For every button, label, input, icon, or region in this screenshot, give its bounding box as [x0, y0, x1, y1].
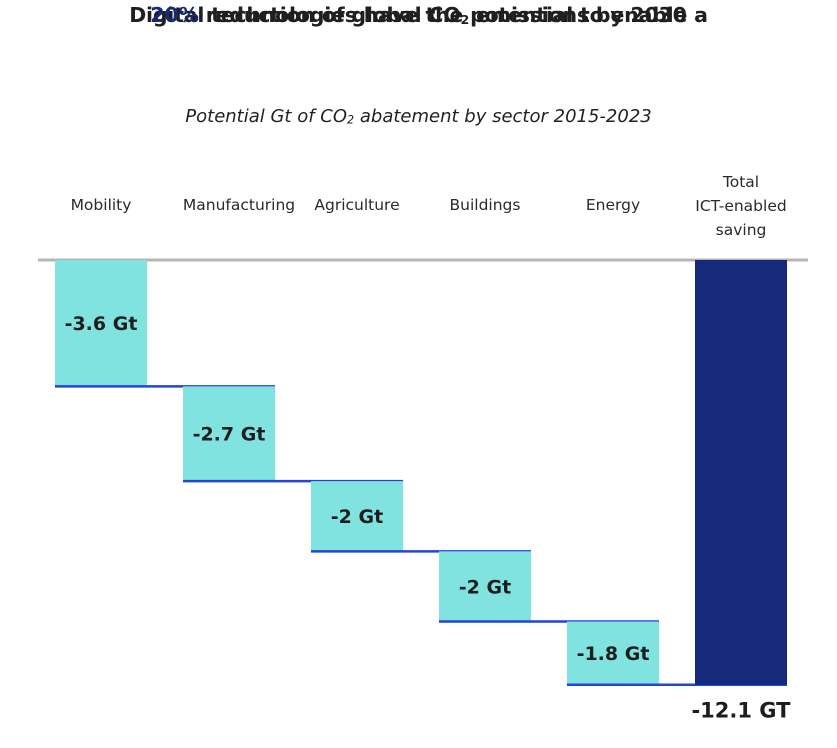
- title-text-post: emissions by 2030: [469, 3, 687, 27]
- chart-title-line-2: 20% reduction of global CO2 emissions by…: [0, 0, 837, 30]
- subtitle-post: abatement by sector 2015-2023: [354, 106, 652, 127]
- category-label: Energy: [586, 196, 640, 214]
- step-bar: [439, 551, 531, 622]
- step-bar: [55, 260, 147, 387]
- subtitle-pre: Potential Gt of CO: [185, 106, 348, 127]
- category-label: Manufacturing: [183, 196, 295, 214]
- total-value-label: -12.1 GT: [691, 699, 791, 723]
- value-label: -2.7 Gt: [193, 424, 266, 446]
- step-bar: [311, 481, 403, 552]
- chart-title-line-1: Digital technologies have the potential …: [129, 3, 708, 27]
- total-category-label: ICT-enabled: [695, 197, 786, 215]
- total-bar: [695, 260, 787, 685]
- value-label: -2 Gt: [331, 506, 383, 528]
- value-label: -2 Gt: [459, 576, 511, 598]
- title-subscript: 2: [460, 11, 470, 27]
- step-bar: [567, 621, 659, 685]
- category-label: Buildings: [450, 196, 521, 214]
- step-bar: [183, 386, 275, 482]
- value-label: -1.8 Gt: [577, 643, 650, 665]
- value-label: -3.6 Gt: [65, 313, 138, 335]
- category-label: Mobility: [71, 196, 132, 214]
- subtitle-subscript: 2: [347, 113, 355, 127]
- category-label: Agriculture: [314, 196, 399, 214]
- total-category-label: Total: [722, 173, 759, 191]
- title-text-pre: reduction of global CO: [198, 3, 461, 27]
- highlight-percentage: 20%: [150, 3, 199, 27]
- chart-subtitle: Potential Gt of CO2 abatement by sector …: [0, 104, 837, 130]
- total-category-label: saving: [716, 221, 767, 239]
